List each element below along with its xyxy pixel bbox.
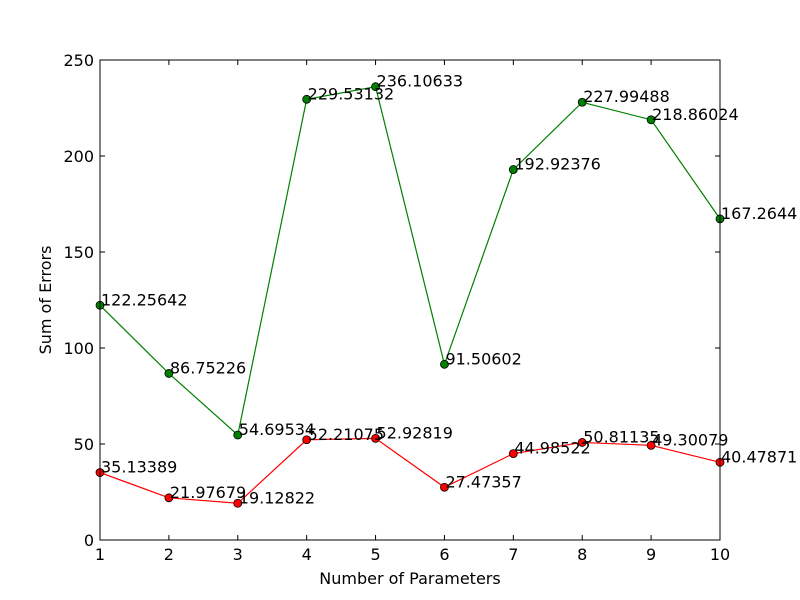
- data-label: 44.98522: [514, 439, 590, 458]
- x-tick-label: 9: [646, 545, 656, 564]
- data-point: [508, 449, 518, 459]
- y-tick-label: 150: [63, 243, 94, 262]
- data-point: [164, 369, 174, 378]
- data-point: [371, 82, 380, 92]
- data-label: 52.92819: [377, 423, 453, 442]
- y-tick-label: 250: [63, 51, 94, 70]
- series-1: [95, 433, 725, 508]
- x-tick-label: 5: [370, 545, 380, 564]
- series-layer: [95, 82, 725, 508]
- data-label: 49.30079: [652, 430, 728, 449]
- data-label: 35.13389: [101, 458, 177, 477]
- data-label: 192.92376: [514, 155, 601, 174]
- series-line: [99, 437, 721, 504]
- x-tick-label: 3: [233, 545, 243, 564]
- data-label: 40.47871: [721, 447, 797, 466]
- data-point: [577, 438, 587, 447]
- data-labels-layer: 122.25642 86.75226 54.69534 229.53132236.10…: [101, 72, 797, 508]
- data-point: [302, 435, 312, 445]
- y-tick-label: 0: [84, 531, 94, 550]
- data-label: 19.12822: [239, 488, 315, 507]
- x-tick-label: 1: [95, 545, 105, 564]
- data-point: [302, 94, 312, 104]
- data-label: 52.21075: [308, 425, 384, 444]
- series-line: [99, 85, 721, 437]
- x-tick-label: 6: [439, 545, 449, 564]
- data-label: 167.2644: [721, 204, 797, 223]
- data-point: [371, 433, 380, 443]
- data-label: 236.10633: [377, 72, 464, 91]
- y-tick-label: 50: [74, 435, 94, 454]
- data-point: [164, 493, 174, 503]
- data-point: [233, 498, 243, 508]
- data-label: 86.75226: [170, 358, 246, 377]
- data-point: [646, 115, 656, 125]
- plot-frame: [99, 59, 721, 541]
- data-label: 21.97679: [170, 483, 246, 502]
- x-tick-label: 7: [508, 545, 518, 564]
- y-axis-title: Sum of Errors: [36, 246, 55, 355]
- data-label: 27.47357: [445, 472, 521, 491]
- x-tick-label: 8: [577, 545, 587, 564]
- y-tick-label: 200: [63, 147, 94, 166]
- data-label: 54.69534: [239, 420, 315, 439]
- data-label: 50.81135: [583, 427, 659, 446]
- data-label: 229.53132: [308, 84, 395, 103]
- data-point: [646, 440, 656, 450]
- data-label: 122.25642: [101, 290, 188, 309]
- x-tick-label: 10: [710, 545, 730, 564]
- y-tick-label: 100: [63, 339, 94, 358]
- x-tick-label: 2: [164, 545, 174, 564]
- data-label: 227.99488: [583, 87, 670, 106]
- series-0: [95, 82, 725, 440]
- x-axis-title: Number of Parameters: [319, 569, 500, 588]
- data-point: [440, 482, 449, 492]
- data-point: [233, 430, 243, 440]
- x-tick-label: 4: [302, 545, 312, 564]
- data-label: 91.50602: [445, 349, 521, 368]
- data-label: 218.86024: [652, 105, 739, 124]
- data-point: [440, 359, 449, 369]
- data-point: [508, 165, 518, 174]
- data-point: [577, 97, 587, 107]
